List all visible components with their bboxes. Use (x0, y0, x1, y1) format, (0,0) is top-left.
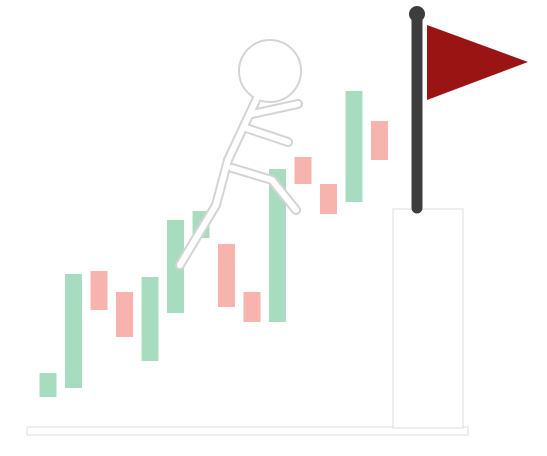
candlestick-series (39, 91, 388, 397)
candle-11-bearish (294, 157, 312, 184)
candle-14-bearish (371, 121, 388, 160)
candle-13-bullish (345, 91, 363, 202)
candle-8-bearish (218, 244, 235, 307)
summit-platform (392, 208, 464, 429)
stick-figure-climbing-icon (175, 39, 303, 270)
candle-5-bullish (141, 277, 159, 361)
candle-3-bearish (90, 271, 108, 310)
candle-2-bullish (65, 274, 82, 388)
red-flag-icon (409, 6, 528, 214)
candle-9-bearish (243, 292, 261, 322)
stick-figure-body (177, 41, 301, 268)
ground-base (26, 426, 469, 436)
flag-fabric (427, 25, 528, 100)
candle-12-bearish (320, 184, 337, 214)
candle-4-bearish (116, 292, 133, 337)
flag-pole-finial (409, 6, 425, 22)
candle-1-bullish (39, 373, 57, 397)
candle-10-bullish (269, 169, 286, 322)
